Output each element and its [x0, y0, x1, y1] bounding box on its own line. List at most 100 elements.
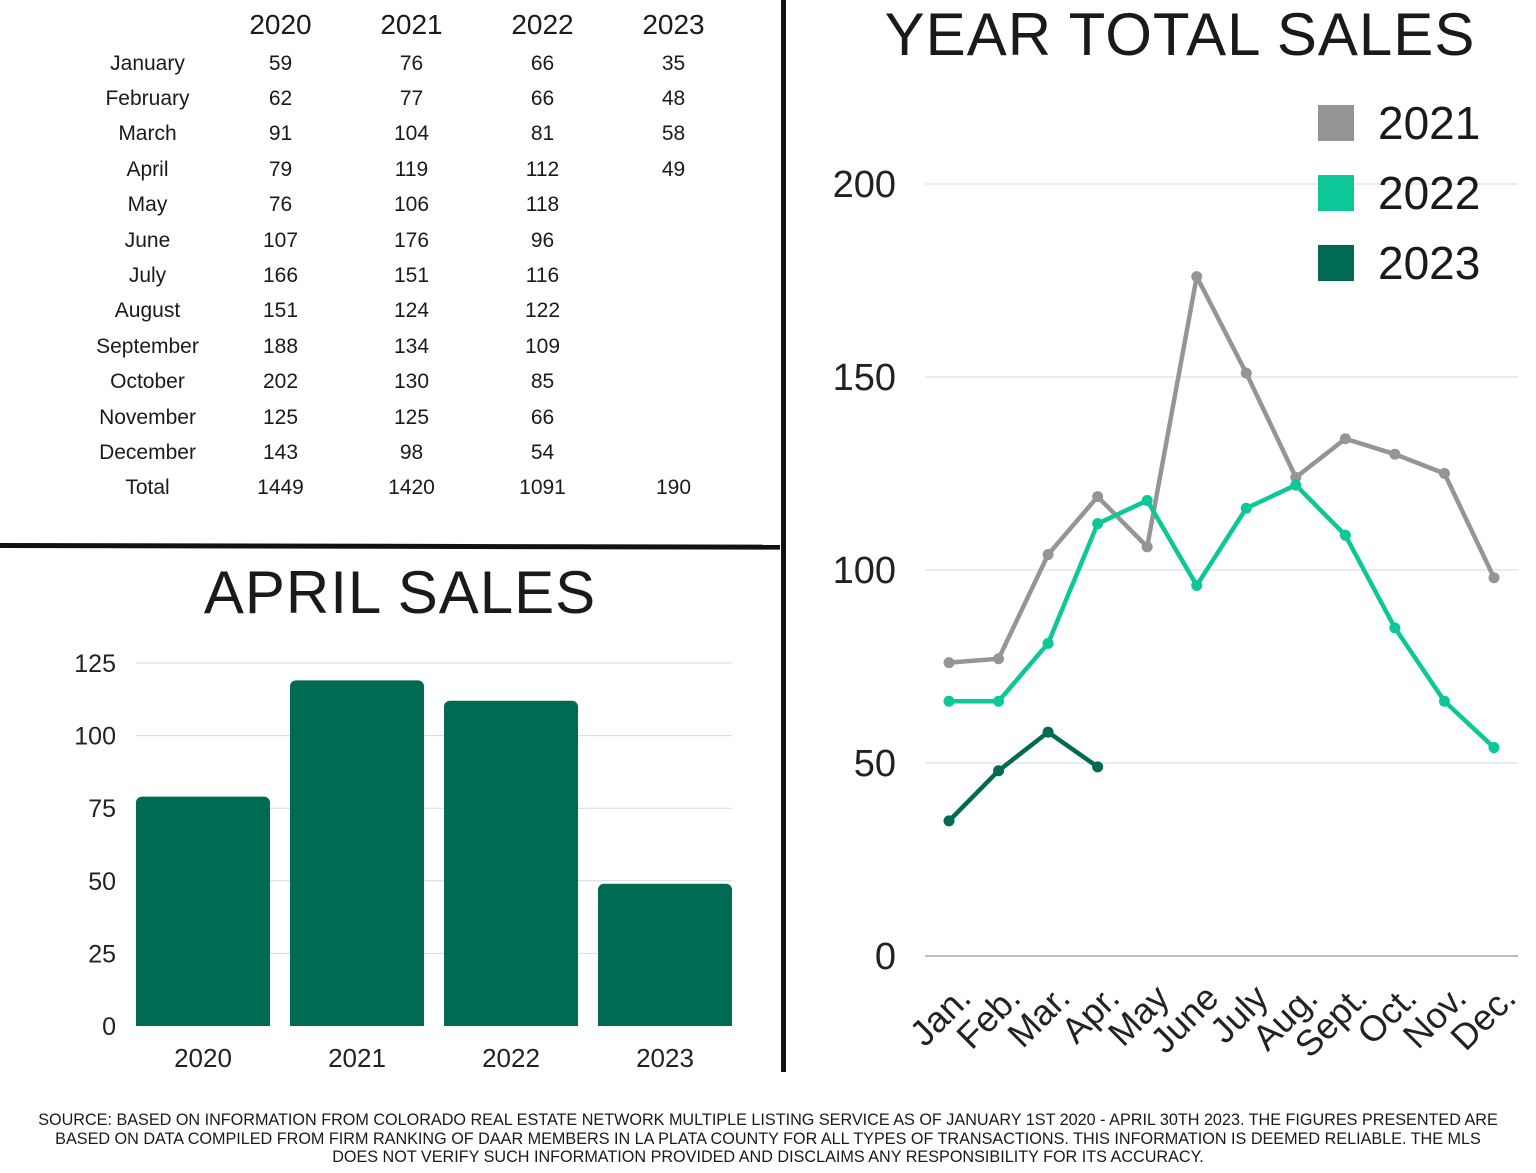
series-point-2021 — [1389, 448, 1401, 460]
series-point-2022 — [1042, 637, 1054, 649]
table-cell: February — [105, 87, 190, 111]
column-header: 2023 — [642, 9, 705, 40]
series-point-2022 — [1092, 518, 1104, 530]
monthly-sales-table: 2020 2021 2022 2023 January 59 76 66 35 February… — [80, 4, 739, 506]
series-point-2022 — [1438, 695, 1450, 707]
table-row: March 91 104 81 58 — [80, 117, 739, 152]
legend-item-2023: 2023 — [1318, 228, 1480, 298]
vertical-divider — [781, 0, 786, 1072]
table-cell: 81 — [530, 122, 555, 146]
table-row: June 107 176 96 — [80, 223, 739, 258]
table-cell: 106 — [393, 193, 430, 217]
bar-y-tick-label: 50 — [88, 868, 116, 896]
table-cell: 134 — [393, 334, 430, 358]
april-chart-title: APRIL SALES — [203, 559, 597, 626]
table-cell: 104 — [393, 122, 430, 146]
sales-table-panel: 2020 2021 2022 2023 January 59 76 66 35 February… — [0, 0, 780, 540]
line-y-tick-label: 200 — [833, 164, 896, 206]
table-cell: 109 — [524, 334, 561, 358]
legend-swatch — [1318, 245, 1354, 281]
legend-swatch — [1318, 105, 1354, 141]
bar-y-tick-label: 25 — [88, 940, 116, 968]
source-note: Source: Based on information from Colora… — [38, 1111, 1498, 1166]
table-cell: June — [124, 228, 171, 252]
bar-x-tick-label: 2023 — [636, 1043, 694, 1073]
table-cell: 202 — [262, 370, 299, 394]
table-cell: 91 — [268, 122, 293, 146]
legend-swatch — [1318, 175, 1354, 211]
year-chart-title: YEAR TOTAL SALES — [884, 1, 1476, 68]
series-line-2021 — [946, 274, 1497, 665]
table-cell: July — [128, 264, 167, 288]
table-cell: 176 — [393, 228, 430, 252]
table-cell: 85 — [530, 370, 555, 394]
table-cell: 59 — [268, 51, 293, 75]
series-point-2022 — [1389, 622, 1401, 634]
series-point-2022 — [993, 695, 1005, 707]
series-point-2023 — [993, 765, 1005, 777]
table-cell: 143 — [262, 440, 299, 464]
table-cell: 188 — [262, 334, 299, 358]
table-cell: 151 — [262, 299, 299, 323]
series-line-2023 — [946, 729, 1100, 824]
bar-y-tick-label: 100 — [74, 723, 116, 751]
bar-x-tick-label: 2021 — [328, 1043, 386, 1073]
bar-base-2022 — [444, 1018, 578, 1026]
legend-label: 2023 — [1378, 237, 1481, 289]
legend-label: 2022 — [1378, 167, 1481, 219]
bar-y-tick-label: 75 — [88, 795, 116, 823]
legend-item-2021: 2021 — [1318, 88, 1480, 158]
table-cell: 125 — [262, 405, 299, 429]
line-y-tick-label: 150 — [833, 357, 896, 399]
series-point-2021 — [1240, 367, 1252, 379]
table-cell: 66 — [530, 405, 555, 429]
table-row: November 125 125 66 — [80, 400, 739, 435]
table-cell: 35 — [661, 51, 686, 75]
table-cell: 79 — [268, 157, 293, 181]
series-point-2021 — [993, 653, 1005, 665]
table-row: September 188 134 109 — [80, 329, 739, 364]
table-cell: September — [96, 334, 199, 358]
table-cell: 77 — [399, 87, 424, 111]
table-cell: 124 — [393, 299, 430, 323]
table-row: April 79 119 112 49 — [80, 152, 739, 187]
series-point-2021 — [1339, 433, 1351, 445]
bar-base-2021 — [290, 1018, 424, 1026]
line-chart-legend: 2021 2022 2023 — [1318, 88, 1480, 298]
column-header: 2022 — [511, 9, 574, 40]
table-cell: January — [110, 51, 185, 75]
table-cell: 166 — [262, 264, 299, 288]
table-header-row: 2020 2021 2022 2023 — [80, 4, 739, 46]
series-point-2021 — [1092, 491, 1104, 503]
bar-2020 — [136, 796, 270, 1026]
table-row: December 143 98 54 — [80, 435, 739, 470]
table-cell: 54 — [530, 440, 555, 464]
table-cell: 1091 — [519, 476, 566, 500]
series-point-2023 — [1092, 761, 1104, 773]
series-point-2022 — [1191, 579, 1203, 591]
line-y-tick-label: 0 — [875, 936, 896, 978]
series-point-2021 — [1191, 271, 1203, 283]
bar-y-tick-label: 0 — [102, 1013, 116, 1041]
table-cell: 125 — [393, 405, 430, 429]
series-point-2021 — [943, 657, 955, 669]
table-cell: 122 — [524, 299, 561, 323]
table-cell: 66 — [530, 51, 555, 75]
series-point-2023 — [943, 815, 955, 827]
table-cell: 112 — [525, 157, 560, 181]
legend-item-2022: 2022 — [1318, 158, 1480, 228]
series-point-2022 — [1339, 529, 1351, 541]
series-line-2022 — [946, 482, 1497, 750]
table-cell: 116 — [525, 264, 560, 288]
series-point-2021 — [1042, 549, 1054, 561]
table-cell: October — [110, 370, 185, 394]
table-cell: 98 — [399, 440, 424, 464]
series-point-2022 — [1240, 502, 1252, 514]
table-row: August 151 124 122 — [80, 294, 739, 329]
bar-base-2023 — [598, 1018, 732, 1026]
table-cell: 76 — [268, 193, 293, 217]
series-point-2021 — [1438, 468, 1450, 479]
table-cell: 130 — [393, 370, 430, 394]
table-cell: March — [118, 122, 177, 146]
